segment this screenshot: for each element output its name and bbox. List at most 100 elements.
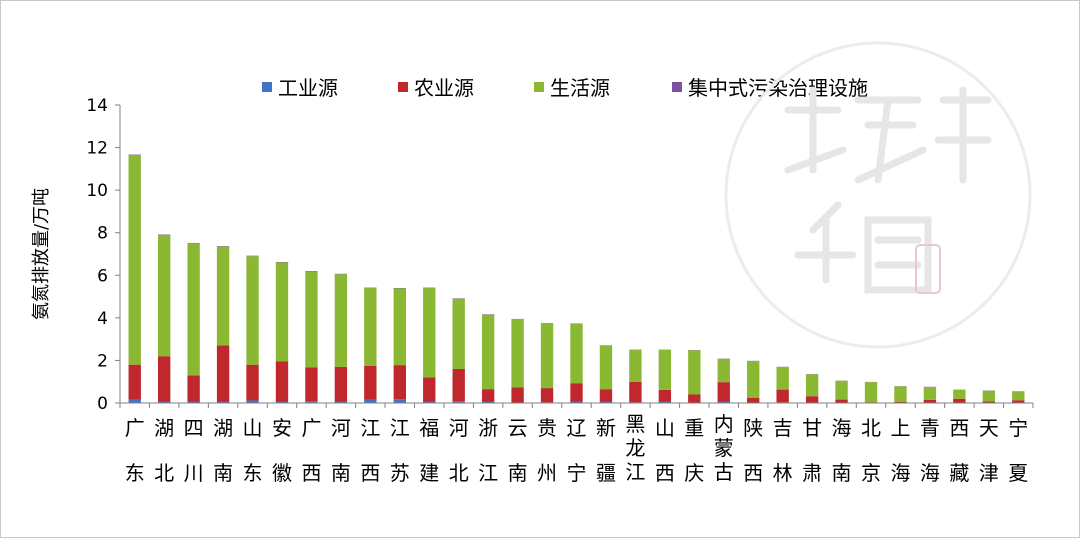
bar-7-series-2 — [334, 274, 348, 367]
bar-12-series-2 — [481, 314, 495, 390]
bar-9-series-0 — [393, 399, 406, 403]
y-tick-label-0: 0 — [97, 394, 108, 414]
x-tick-label-10: 福建 — [419, 416, 439, 485]
bar-14-series-2 — [540, 323, 554, 389]
bar-8-series-1 — [364, 365, 377, 400]
bar-17-series-1 — [629, 381, 642, 403]
bar-9-series-1 — [393, 365, 406, 400]
bar-1-series-0 — [157, 401, 171, 403]
bar-22-series-1 — [776, 389, 789, 403]
bar-30-series-2 — [1012, 391, 1025, 401]
bar-26-series-1 — [894, 401, 907, 403]
x-tick-label-27: 青海 — [920, 416, 940, 485]
bar-3-series-2 — [216, 246, 230, 346]
bar-20-series-0 — [717, 401, 730, 403]
x-tick-label-17: 黑龙江 — [625, 412, 645, 484]
bar-21-series-1 — [747, 397, 760, 403]
bar-14-series-1 — [540, 388, 554, 403]
legend-label-domestic: 生活源 — [550, 76, 610, 100]
x-tick-label-28: 西藏 — [949, 416, 969, 485]
bar-11-series-2 — [452, 298, 465, 369]
x-tick-label-16: 新疆 — [596, 416, 616, 485]
bar-12-series-0 — [481, 401, 495, 403]
x-tick-label-9: 江苏 — [390, 416, 410, 485]
bar-6-series-2 — [305, 271, 318, 368]
y-tick-label-6: 12 — [86, 139, 108, 159]
bar-15-series-1 — [570, 383, 583, 402]
bar-16-series-0 — [599, 401, 613, 403]
bar-23-series-2 — [805, 374, 819, 397]
bar-12-series-1 — [481, 389, 495, 402]
x-tick-label-6: 广西 — [301, 416, 321, 485]
bar-5-series-0 — [275, 401, 289, 403]
bar-27-series-2 — [923, 387, 937, 400]
bar-29-series-2 — [982, 390, 996, 402]
y-tick-label-1: 2 — [97, 351, 108, 371]
x-tick-label-15: 辽宁 — [567, 416, 587, 485]
bar-16-series-1 — [599, 389, 613, 402]
x-tick-label-25: 北京 — [861, 416, 881, 485]
bar-7-series-0 — [334, 401, 348, 403]
x-tick-label-7: 河南 — [331, 416, 351, 485]
bar-13-series-1 — [511, 387, 524, 403]
bar-8-series-0 — [364, 399, 377, 403]
y-tick-label-5: 10 — [86, 181, 108, 201]
bar-18-series-0 — [658, 401, 672, 403]
bar-5-series-1 — [275, 361, 289, 402]
bar-8-series-2 — [364, 288, 377, 366]
bar-28-series-1 — [953, 398, 966, 403]
bar-0-series-2 — [128, 155, 141, 365]
bar-27-series-1 — [923, 399, 937, 403]
x-tick-label-24: 海南 — [832, 416, 852, 485]
bar-11-series-1 — [452, 368, 465, 402]
y-tick-label-2: 4 — [97, 309, 108, 329]
bar-15-series-2 — [570, 323, 583, 384]
legend-label-industrial: 工业源 — [278, 76, 338, 100]
bar-30-series-1 — [1012, 400, 1025, 403]
bar-10-series-2 — [423, 288, 436, 378]
legend-item-domestic: 生活源 — [534, 72, 610, 101]
bar-16-series-2 — [599, 345, 613, 390]
bar-18-series-1 — [658, 389, 672, 402]
bar-0-series-0 — [128, 399, 141, 403]
bar-24-series-2 — [835, 380, 848, 400]
bar-29-series-1 — [982, 401, 996, 403]
bar-7-series-1 — [334, 366, 348, 402]
x-tick-label-22: 吉林 — [773, 416, 793, 485]
x-tick-label-18: 山西 — [655, 416, 675, 485]
x-tick-label-8: 江西 — [360, 416, 380, 485]
bar-25-series-2 — [864, 382, 878, 403]
bar-3-series-0 — [216, 401, 230, 403]
x-tick-label-13: 云南 — [508, 416, 528, 485]
bar-22-series-2 — [776, 367, 789, 390]
y-tick-label-7: 14 — [86, 96, 108, 116]
x-tick-label-2: 四川 — [184, 416, 204, 485]
bars-layer — [128, 154, 1025, 403]
bar-6-series-1 — [305, 367, 318, 402]
x-tick-label-30: 宁夏 — [1008, 416, 1028, 485]
bar-11-series-0 — [452, 401, 465, 403]
x-tick-label-0: 广东 — [125, 416, 145, 485]
bar-1-series-2 — [157, 234, 171, 357]
bar-1-series-1 — [157, 356, 171, 402]
bar-4-series-1 — [246, 364, 259, 401]
x-tick-label-29: 天津 — [979, 416, 999, 485]
bar-13-series-2 — [511, 319, 524, 388]
legend-swatch-industrial — [262, 81, 272, 92]
bar-23-series-1 — [805, 396, 819, 403]
legend-item-industrial: 工业源 — [262, 72, 338, 101]
bar-26-series-2 — [894, 386, 907, 402]
bar-3-series-1 — [216, 345, 230, 402]
bar-4-series-0 — [246, 400, 259, 403]
bar-21-series-2 — [747, 361, 760, 398]
bar-2-series-0 — [187, 401, 200, 403]
y-tick-label-3: 6 — [97, 266, 108, 286]
bar-19-series-1 — [688, 394, 701, 403]
legend-swatch-domestic — [534, 81, 544, 92]
x-tick-label-3: 湖南 — [213, 416, 233, 485]
bar-18-series-2 — [658, 349, 672, 390]
x-tick-label-26: 上海 — [890, 416, 910, 485]
bar-17-series-2 — [629, 349, 642, 382]
bar-24-series-1 — [835, 399, 848, 403]
